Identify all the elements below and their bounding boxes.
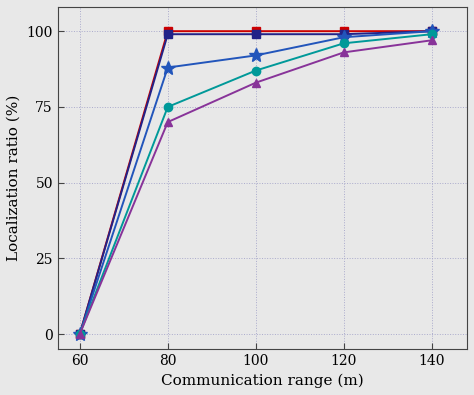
X-axis label: Communication range (m): Communication range (m) — [161, 374, 364, 388]
Y-axis label: Localization ratio (%): Localization ratio (%) — [7, 95, 21, 261]
